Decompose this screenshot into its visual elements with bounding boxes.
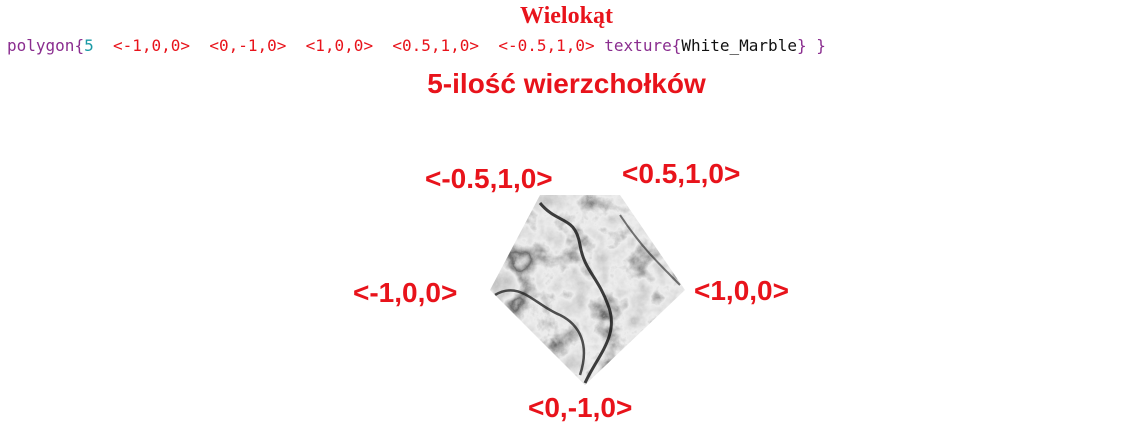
- code-texture-close-brace: }: [796, 36, 807, 55]
- code-vertex-4: <0.5,1,0>: [392, 36, 480, 55]
- code-close-brace: }: [816, 36, 826, 55]
- vertex-label-bottom: <0,-1,0>: [528, 392, 633, 423]
- code-open-brace: {: [74, 36, 85, 55]
- code-texture-name: White_Marble: [681, 36, 797, 55]
- code-vertex-count: 5: [84, 36, 94, 55]
- code-keyword-polygon: polygon: [7, 36, 75, 55]
- code-vertex-1: <-1,0,0>: [112, 36, 191, 55]
- vertex-label-top-left: <-0.5,1,0>: [425, 163, 553, 194]
- vertex-label-right: <1,0,0>: [694, 275, 789, 306]
- code-vertex-5: <-0.5,1,0>: [498, 36, 595, 55]
- vertex-label-left: <-1,0,0>: [353, 277, 458, 308]
- code-vertex-3: <1,0,0>: [305, 36, 374, 55]
- polygon-code-line: polygon{5 <-1,0,0> <0,-1,0> <1,0,0> <0.5…: [7, 36, 826, 56]
- code-keyword-texture: texture: [604, 36, 672, 55]
- diagram-subtitle: 5-ilość wierzchołków: [427, 68, 706, 99]
- code-texture-open-brace: {: [671, 36, 682, 55]
- pentagon-fill: [490, 195, 685, 385]
- marble-pentagon: [490, 195, 685, 385]
- diagram-title: Wielokąt: [520, 3, 613, 29]
- code-vertex-2: <0,-1,0>: [209, 36, 287, 55]
- vertex-label-top-right: <0.5,1,0>: [622, 158, 741, 189]
